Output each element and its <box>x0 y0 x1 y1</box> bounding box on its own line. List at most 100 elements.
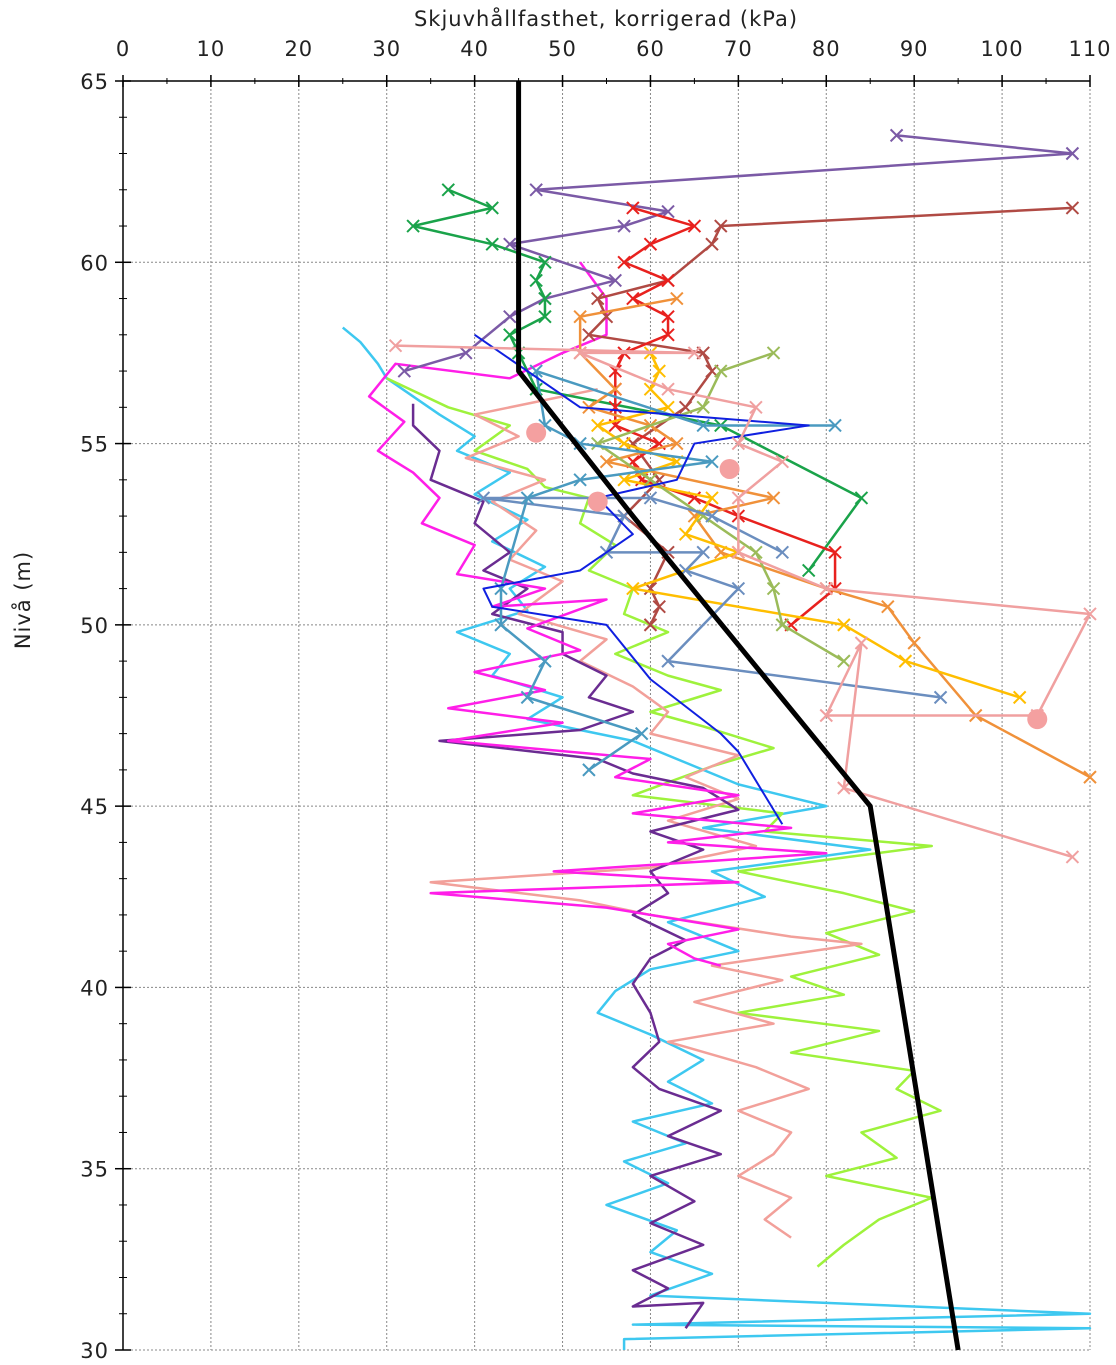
x-marker <box>1065 201 1080 215</box>
x-marker <box>573 309 587 324</box>
x-marker <box>687 219 702 233</box>
x-marker <box>643 473 658 487</box>
x-marker <box>661 204 675 219</box>
x-marker <box>705 509 719 523</box>
x-marker <box>626 581 640 596</box>
x-tick-label: 100 <box>981 37 1024 61</box>
series-line <box>516 81 961 1351</box>
x-marker <box>634 726 649 741</box>
x-tick-label: 60 <box>636 37 665 61</box>
x-tick-label: 70 <box>724 37 753 61</box>
series-line <box>596 351 845 663</box>
series-line <box>341 326 1092 1350</box>
x-marker <box>652 364 666 378</box>
x-marker <box>705 237 719 251</box>
x-marker <box>661 273 675 288</box>
x-tick-label: 50 <box>548 37 577 61</box>
x-marker <box>828 418 842 433</box>
x-marker <box>529 273 543 288</box>
x-marker <box>652 600 666 614</box>
series-line <box>482 496 941 699</box>
series-line <box>499 369 836 771</box>
x-marker <box>388 338 403 353</box>
y-tick-label: 40 <box>80 976 109 1000</box>
series-line <box>587 206 1073 626</box>
x-marker <box>837 618 851 632</box>
x-marker <box>608 273 622 288</box>
x-tick-label: 90 <box>900 37 929 61</box>
x-axis-label: Skjuvhållfasthet, korrigerad (kPa) <box>414 6 798 31</box>
x-marker <box>1083 607 1097 621</box>
x-marker <box>591 291 605 306</box>
y-tick-label: 55 <box>80 433 109 457</box>
series-line <box>596 352 1021 699</box>
x-marker <box>714 364 728 378</box>
x-marker <box>476 491 491 505</box>
x-marker <box>775 545 790 560</box>
x-marker <box>617 255 631 269</box>
x-marker <box>661 400 675 415</box>
x-marker <box>643 491 658 505</box>
x-marker <box>643 237 658 251</box>
x-marker <box>731 491 746 505</box>
x-marker <box>749 400 763 415</box>
x-marker <box>731 581 746 596</box>
y-tick-label: 65 <box>80 70 109 94</box>
x-marker <box>573 473 587 487</box>
x-marker <box>854 491 869 505</box>
x-marker <box>898 654 913 668</box>
x-marker <box>626 291 640 306</box>
x-marker <box>670 291 684 306</box>
x-marker <box>837 781 851 795</box>
series-line <box>367 261 828 967</box>
x-marker <box>1065 146 1080 161</box>
x-marker <box>749 545 763 560</box>
x-marker <box>933 690 948 705</box>
x-marker <box>661 309 675 324</box>
x-marker <box>696 400 710 415</box>
x-marker <box>881 600 895 614</box>
circle-marker <box>719 458 740 479</box>
x-marker <box>828 545 842 560</box>
series-line <box>411 403 740 1329</box>
x-marker <box>889 128 904 143</box>
x-marker <box>907 636 921 650</box>
x-marker <box>503 309 517 324</box>
x-marker <box>1012 690 1027 705</box>
x-tick-label: 0 <box>116 37 130 61</box>
x-marker <box>538 654 552 668</box>
x-marker <box>573 346 587 360</box>
x-marker <box>520 491 535 505</box>
x-marker <box>582 763 596 777</box>
x-marker <box>731 436 746 451</box>
x-marker <box>643 382 658 396</box>
x-marker <box>608 382 622 396</box>
x-marker <box>441 183 455 197</box>
x-marker <box>837 654 851 668</box>
circle-marker <box>587 491 608 512</box>
x-marker <box>766 346 781 360</box>
x-marker <box>819 581 833 596</box>
x-marker <box>599 454 614 469</box>
x-marker <box>520 690 535 705</box>
x-marker <box>406 219 420 233</box>
x-marker <box>714 219 728 233</box>
x-marker <box>626 201 640 215</box>
y-tick-label: 30 <box>80 1339 109 1361</box>
y-tick-label: 45 <box>80 795 109 819</box>
x-marker <box>775 618 790 632</box>
x-marker <box>766 581 781 596</box>
x-marker <box>661 654 675 668</box>
x-tick-label: 30 <box>372 37 401 61</box>
y-tick-label: 50 <box>80 614 109 638</box>
y-axis-label: Nivå (m) <box>10 551 35 649</box>
x-marker <box>1065 850 1080 864</box>
x-marker <box>485 201 499 215</box>
x-marker <box>705 454 719 469</box>
x-marker <box>696 418 710 433</box>
x-tick-label: 40 <box>460 37 489 61</box>
x-tick-label: 20 <box>284 37 313 61</box>
x-marker <box>775 454 790 469</box>
x-marker <box>538 291 552 306</box>
series-line <box>395 344 1092 859</box>
